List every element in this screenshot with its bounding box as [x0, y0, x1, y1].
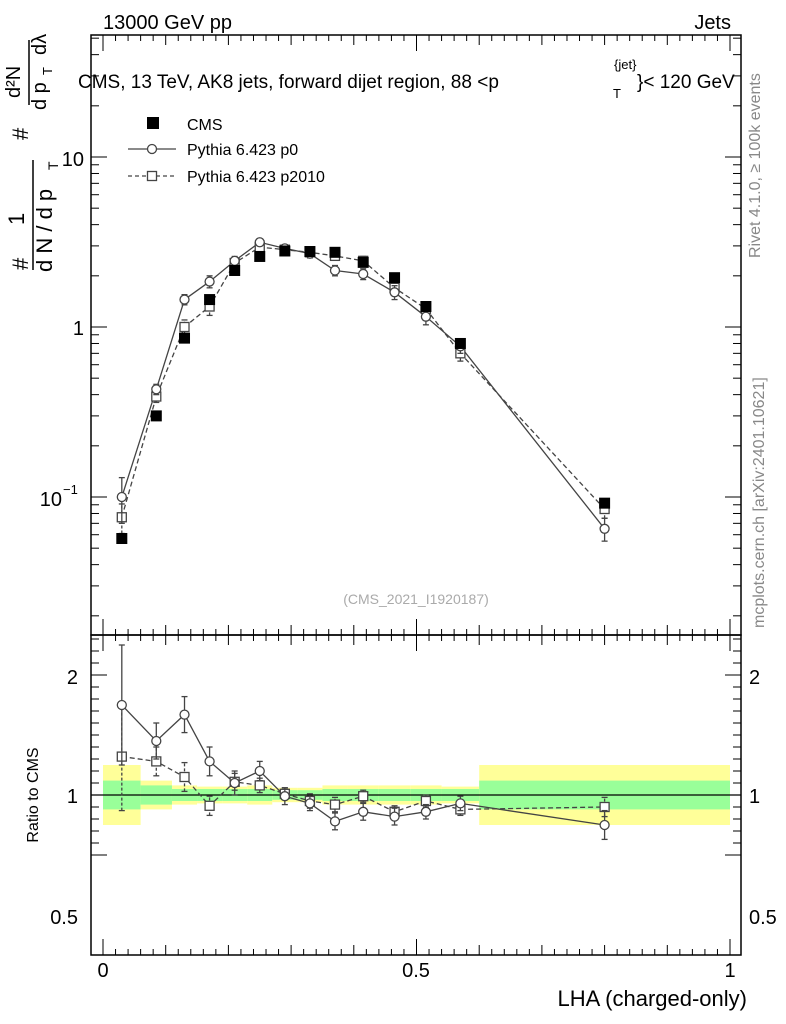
main-p0-point-2: [179, 294, 190, 305]
ylabel-sharp-1: #: [8, 257, 33, 270]
ratio-p0-point-4: [229, 777, 240, 789]
legend: CMS Pythia 6.423 p0 Pythia 6.423 p2010: [128, 117, 325, 186]
main-line-p2010: [121, 246, 606, 518]
main-cms-point-5: [254, 250, 266, 262]
ylabel-denominator-sub: T: [45, 161, 61, 170]
ratio-p0-point-7: [304, 798, 316, 809]
ytick-label-01-exp: −1: [63, 482, 78, 497]
main-p0-point-4: [229, 255, 240, 266]
ratio-p2010-point-8: [329, 799, 341, 810]
plot-title-sup: {jet}: [614, 57, 637, 72]
xtick-label-0: 0: [97, 960, 108, 982]
xtick-label-05: 0.5: [402, 960, 430, 982]
main-p0-point-13: [599, 523, 610, 534]
main-line-p0: [121, 241, 606, 530]
ratio-ytick-05-left: 0.5: [50, 907, 78, 929]
ratio-ytick-labels: 2 1 0.5 2 1 0.5: [50, 667, 777, 929]
legend-p0-label: Pythia 6.423 p0: [187, 142, 298, 159]
main-cms-point-7: [304, 246, 316, 258]
legend-p2010-label: Pythia 6.423 p2010: [187, 169, 325, 186]
main-cms-point-13: [599, 497, 611, 509]
ratio-p0-point-3: [204, 756, 215, 767]
main-p2010-point-2: [179, 321, 190, 333]
ratio-p0-point-0: [116, 699, 127, 711]
ratio-ylabel: Ratio to CMS: [25, 747, 42, 842]
main-cms-point-1: [150, 410, 162, 422]
main-ylabel: # 1 d N / d p T # d²N d p T dλ: [3, 34, 61, 272]
xtick-label-1: 1: [724, 960, 735, 982]
plot-title-tail: }< 120 GeV: [637, 72, 735, 93]
main-cms-point-2: [179, 332, 191, 344]
mcplots-label: mcplots.cern.ch [arXiv:2401.10621]: [751, 377, 768, 628]
legend-p0-marker: [146, 143, 158, 155]
ytick-label-10: 10: [62, 149, 84, 171]
main-cms-point-6: [279, 245, 291, 257]
ratio-p0-point-1: [151, 735, 162, 747]
axes: [90, 34, 742, 956]
main-panel-data: [116, 237, 611, 545]
main-p0-point-5: [254, 237, 265, 248]
ratio-p2010-point-5: [254, 780, 265, 791]
main-p0-point-9: [358, 268, 369, 280]
ratio-p2010-point-3: [204, 800, 215, 811]
ratio-p0-point-8: [329, 816, 341, 827]
main-cms-point-12: [454, 337, 466, 349]
beam-label: 13000 GeV pp: [103, 12, 232, 34]
legend-cms-label: CMS: [187, 117, 223, 134]
main-cms-point-10: [389, 272, 401, 284]
ratio-p0-point-2: [179, 709, 190, 720]
ylabel-d2n: d²N: [3, 66, 25, 98]
ratio-p0-point-11: [420, 806, 432, 817]
main-cms-point-3: [204, 294, 216, 306]
xtick-labels: 0 0.5 1: [97, 960, 735, 982]
ratio-ytick-05-right: 0.5: [749, 907, 777, 929]
ratio-p0-point-6: [279, 791, 290, 802]
ratio-p2010-point-2: [179, 771, 190, 783]
ylabel-dlambda: dλ: [29, 34, 51, 55]
main-cms-point-4: [229, 264, 241, 276]
main-p0-point-10: [389, 287, 400, 298]
main-cms-point-9: [357, 256, 369, 268]
analysis-watermark: (CMS_2021_I1920187): [343, 591, 489, 607]
ratio-ytick-1-left: 1: [67, 786, 78, 808]
ylabel-dpt: d p: [29, 82, 51, 110]
legend-cms-marker: [147, 117, 159, 129]
ratio-p0-point-5: [254, 765, 265, 777]
ratio-ytick-1-right: 1: [749, 786, 760, 808]
ylabel-dpt-sub: T: [40, 67, 55, 75]
main-p0-point-1: [151, 384, 162, 395]
analysis-type-label: Jets: [694, 12, 731, 34]
ratio-p0-point-10: [389, 811, 400, 822]
ylabel-denominator: d N / d p: [32, 189, 57, 272]
main-p0-point-8: [329, 265, 341, 276]
ratio-line-p0: [121, 704, 605, 826]
main-cms-point-8: [329, 246, 341, 258]
ratio-p0-point-13: [599, 819, 610, 831]
main-p0-point-3: [204, 276, 215, 287]
main-p0-point-0: [116, 491, 127, 503]
main-cms-point-0: [116, 533, 128, 545]
ratio-p0-point-9: [358, 806, 369, 817]
ratio-panel-data: [116, 644, 610, 841]
plot-title: CMS, 13 TeV, AK8 jets, forward dijet reg…: [78, 57, 735, 101]
xaxis-title: LHA (charged-only): [557, 986, 747, 1011]
ratio-p2010-point-9: [358, 791, 369, 802]
ytick-label-1: 1: [73, 318, 84, 340]
ylabel-sharp-2: #: [8, 127, 33, 140]
ratio-ytick-2-left: 2: [67, 667, 78, 689]
plot-title-sub: T: [613, 86, 621, 101]
main-cms-point-11: [420, 301, 432, 313]
ylabel-frac-one: 1: [4, 213, 29, 225]
legend-p2010-marker: [146, 170, 158, 182]
ytick-label-01-base: 10: [40, 489, 62, 511]
plot-title-main: CMS, 13 TeV, AK8 jets, forward dijet reg…: [78, 72, 499, 93]
main-p0-point-11: [420, 311, 432, 322]
rivet-label: Rivet 4.1.0, ≥ 100k events: [747, 73, 764, 258]
ratio-p0-point-12: [455, 798, 466, 809]
main-ytick-labels: 1 10 10 −1: [40, 149, 84, 511]
ratio-ytick-2-right: 2: [749, 667, 760, 689]
